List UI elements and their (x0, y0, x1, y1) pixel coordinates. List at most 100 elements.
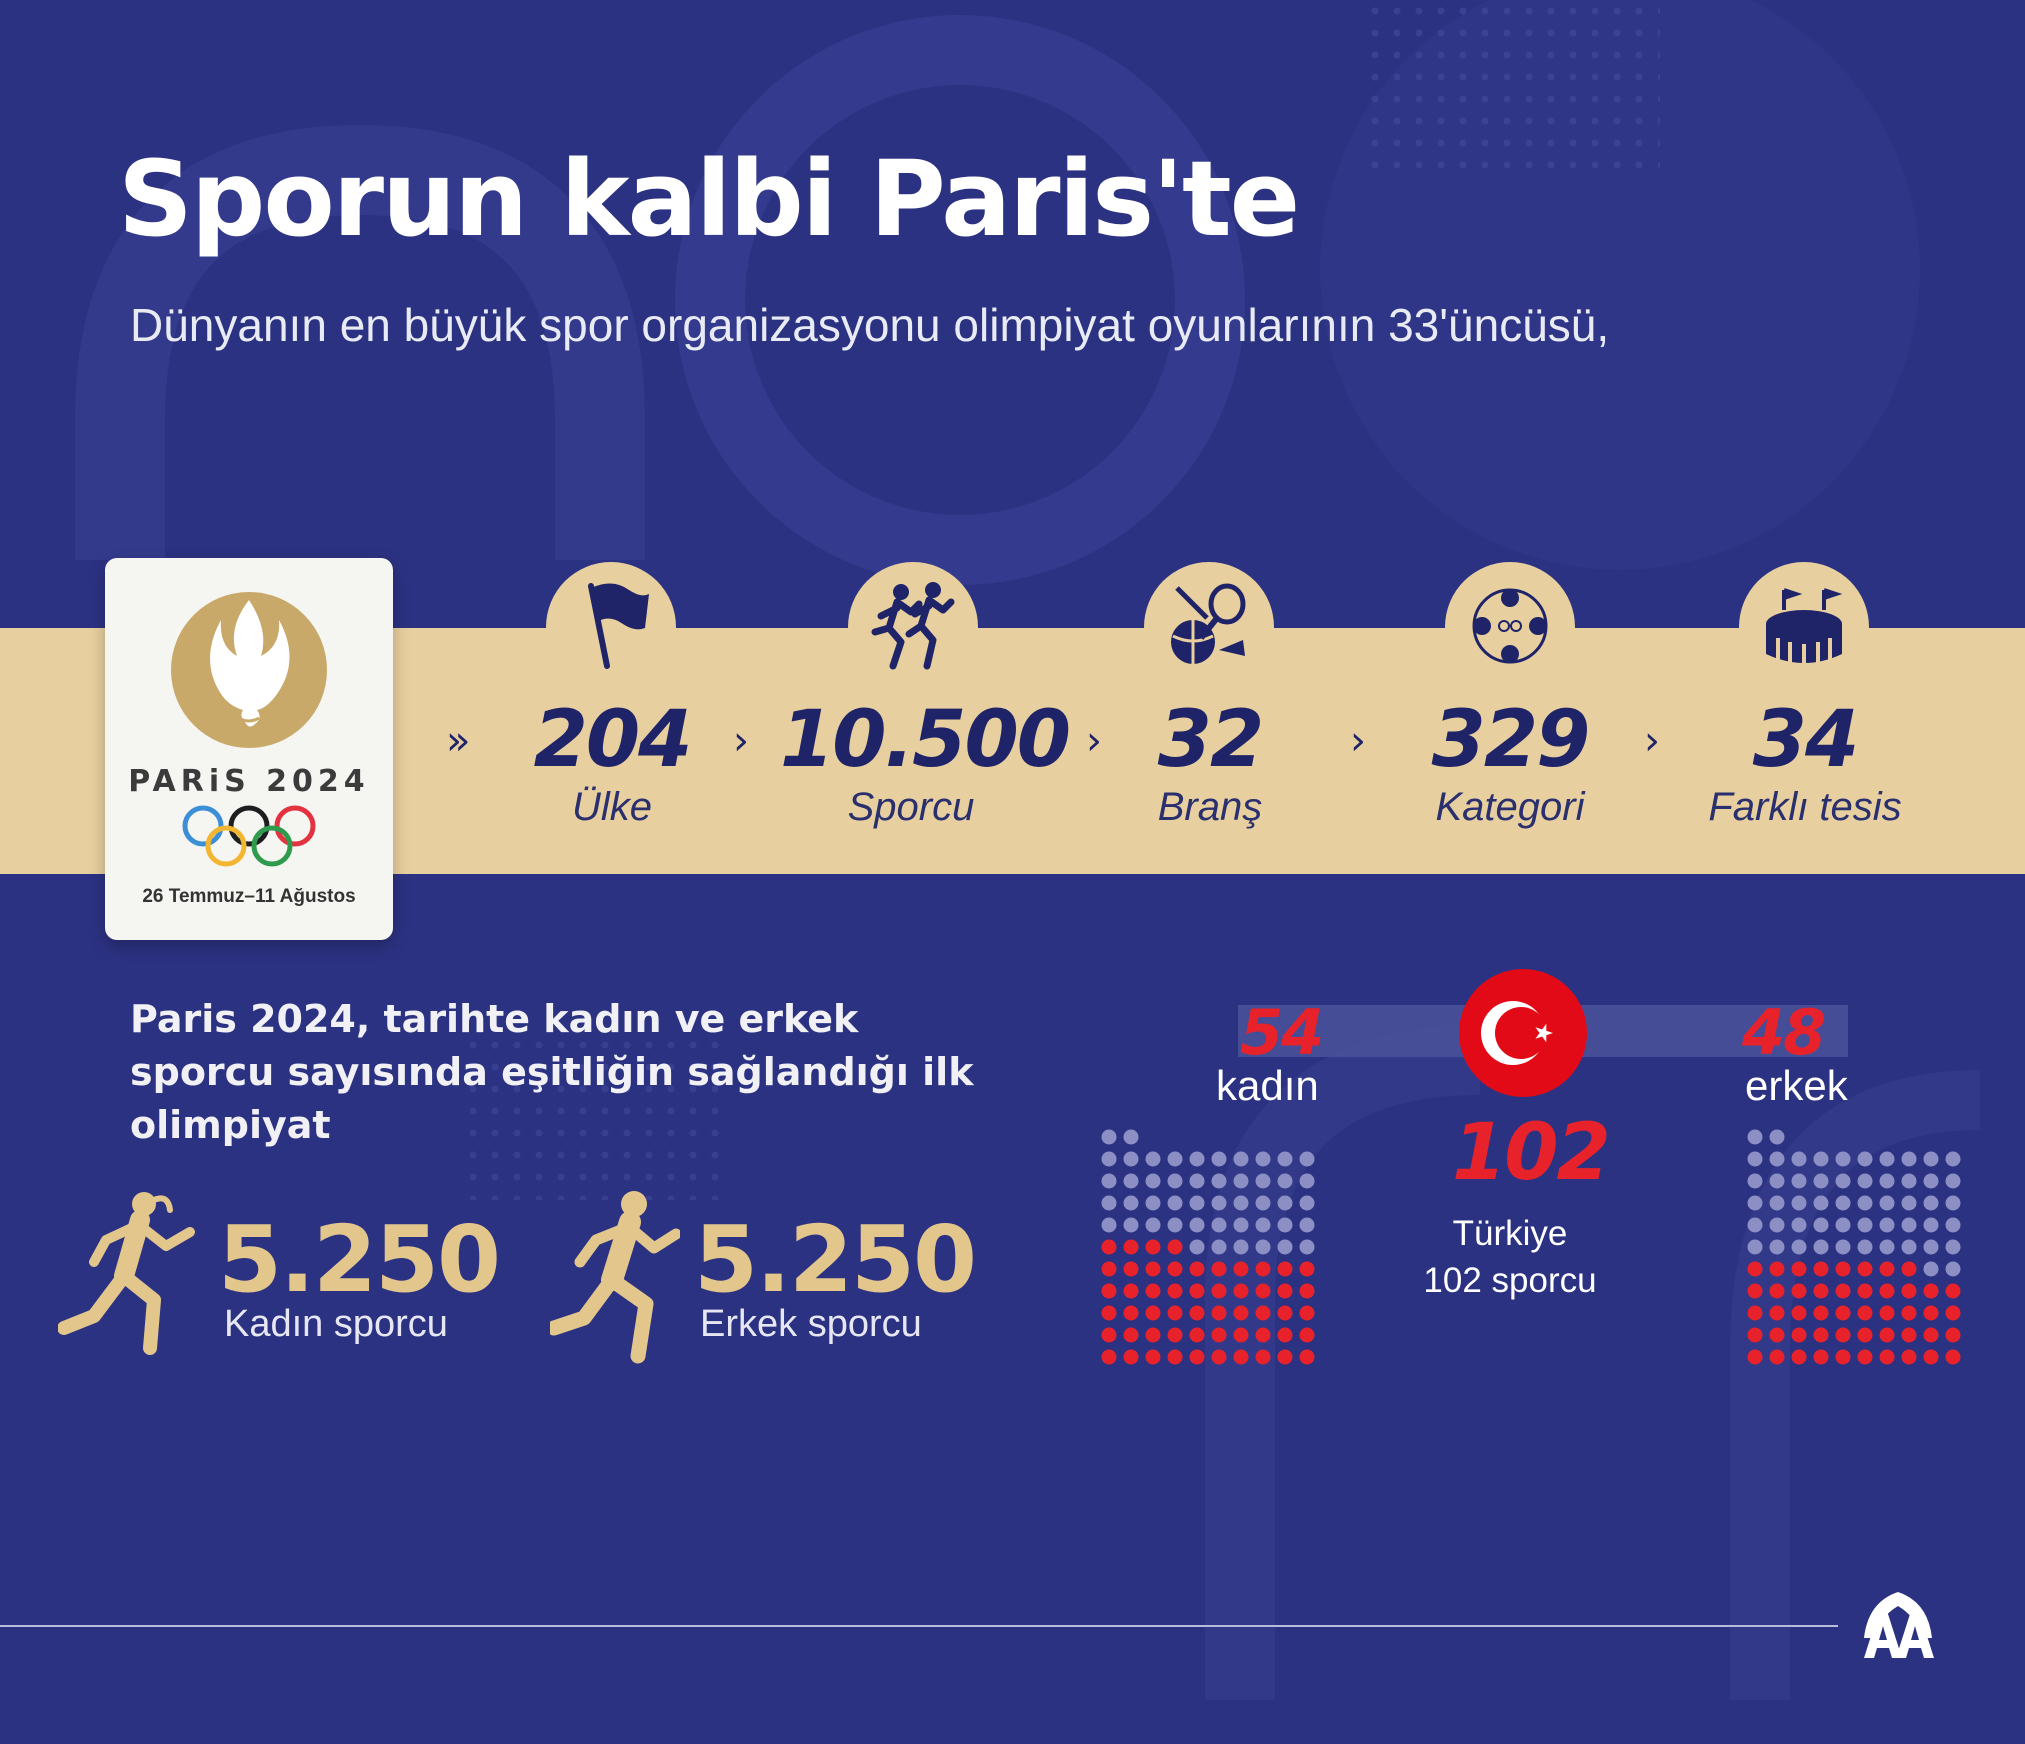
athlete-dot-filled (1791, 1349, 1807, 1365)
athlete-dot-empty (1879, 1151, 1895, 1167)
stat-value: 10.500 (780, 695, 1071, 785)
athlete-dot-empty (1857, 1239, 1873, 1255)
athlete-dot-empty (1923, 1195, 1939, 1211)
athlete-dot-filled (1901, 1283, 1917, 1299)
athlete-dot-empty (1123, 1129, 1139, 1145)
athlete-dot-filled (1857, 1327, 1873, 1343)
athlete-dot-filled (1901, 1305, 1917, 1321)
athlete-dot-empty (1813, 1239, 1829, 1255)
athlete-dot-empty (1255, 1151, 1271, 1167)
equality-statement: Paris 2024, tarihte kadın ve erkek sporc… (130, 997, 974, 1147)
athlete-dot-empty (1123, 1173, 1139, 1189)
athlete-dot-empty (1879, 1217, 1895, 1233)
athlete-dot-empty (1101, 1151, 1117, 1167)
athlete-dot-filled (1189, 1283, 1205, 1299)
athlete-dot-filled (1835, 1283, 1851, 1299)
athlete-dot-empty (1901, 1195, 1917, 1211)
stat-value: 34 (1752, 695, 1860, 785)
athlete-dot-empty (1923, 1173, 1939, 1189)
stat-venues: 34 Farklı tesis (1690, 696, 1920, 830)
athlete-dot-filled (1233, 1327, 1249, 1343)
athlete-dot-empty (1791, 1239, 1807, 1255)
athlete-dot-empty (1747, 1217, 1763, 1233)
athlete-dot-empty (1923, 1261, 1939, 1277)
athlete-dot-empty (1879, 1239, 1895, 1255)
athlete-dot-empty (1101, 1173, 1117, 1189)
athlete-dot-empty (1145, 1151, 1161, 1167)
athlete-dot-empty (1167, 1195, 1183, 1211)
athlete-dot-filled (1879, 1261, 1895, 1277)
athlete-dot-empty (1277, 1239, 1293, 1255)
athlete-dot-filled (1101, 1239, 1117, 1255)
athlete-dot-filled (1857, 1305, 1873, 1321)
athlete-dot-empty (1167, 1173, 1183, 1189)
athlete-dot-filled (1123, 1283, 1139, 1299)
athlete-dot-empty (1835, 1151, 1851, 1167)
athlete-dot-empty (1791, 1151, 1807, 1167)
athlete-dot-empty (1211, 1217, 1227, 1233)
athlete-dot-filled (1277, 1349, 1293, 1365)
female-runner-icon (58, 1192, 195, 1355)
athlete-dot-filled (1901, 1327, 1917, 1343)
turkiye-women-count: 54 (1240, 996, 1324, 1069)
athlete-dot-filled (1901, 1261, 1917, 1277)
athlete-dot-empty (1857, 1151, 1873, 1167)
stat-value: 204 (533, 695, 693, 785)
stat-label: Farklı tesis (1708, 785, 1902, 829)
athlete-dot-empty (1211, 1151, 1227, 1167)
turkiye-caption-athletes: 102 sporcu (1423, 1261, 1597, 1300)
athlete-dot-empty (1813, 1173, 1829, 1189)
athlete-dot-filled (1769, 1261, 1785, 1277)
turkiye-men-label: erkek (1745, 1062, 1848, 1109)
athlete-dot-empty (1813, 1195, 1829, 1211)
men-athletes-count: 5.250 (694, 1206, 977, 1313)
athlete-dot-filled (1299, 1349, 1315, 1365)
athlete-dot-empty (1901, 1239, 1917, 1255)
footer-divider (0, 1625, 1838, 1627)
flag-icon (588, 583, 649, 669)
athlete-dot-empty (1923, 1151, 1939, 1167)
athlete-dot-empty (1211, 1239, 1227, 1255)
stat-label: Kategori (1435, 785, 1585, 829)
athlete-dot-filled (1813, 1261, 1829, 1277)
stat-icon-circle-athletes (848, 562, 978, 692)
stat-branches: 32 Branş (1130, 696, 1290, 830)
athlete-dot-empty (1255, 1217, 1271, 1233)
athlete-dot-empty (1901, 1151, 1917, 1167)
turkiye-men-dot-grid (1747, 1129, 1961, 1365)
turkiye-caption-country: Türkiye (1452, 1214, 1568, 1253)
athlete-dot-empty (1123, 1151, 1139, 1167)
athlete-dot-empty (1747, 1195, 1763, 1211)
athlete-dot-empty (1277, 1151, 1293, 1167)
athlete-dot-filled (1923, 1305, 1939, 1321)
athlete-dot-filled (1277, 1283, 1293, 1299)
athlete-dot-filled (1769, 1327, 1785, 1343)
athlete-dot-filled (1101, 1283, 1117, 1299)
athlete-dot-empty (1101, 1129, 1117, 1145)
athlete-dot-empty (1879, 1195, 1895, 1211)
athlete-dot-filled (1233, 1283, 1249, 1299)
turkiye-men-count: 48 (1742, 996, 1826, 1069)
athlete-dot-empty (1101, 1217, 1117, 1233)
athlete-dot-filled (1123, 1349, 1139, 1365)
turkiye-women-label: kadın (1216, 1062, 1319, 1109)
athlete-dot-filled (1189, 1327, 1205, 1343)
athlete-dot-empty (1747, 1129, 1763, 1145)
men-athletes-label: Erkek sporcu (700, 1303, 922, 1345)
athlete-dot-filled (1769, 1305, 1785, 1321)
women-athletes-label: Kadın sporcu (224, 1303, 448, 1345)
athlete-dot-filled (1813, 1349, 1829, 1365)
athlete-dot-filled (1879, 1283, 1895, 1299)
sports-equipment-icon (1171, 583, 1246, 664)
stat-label: Branş (1157, 785, 1263, 829)
athlete-dot-empty (1211, 1173, 1227, 1189)
stat-icon-circle-categories (1445, 562, 1575, 692)
athlete-dot-empty (1857, 1217, 1873, 1233)
stat-label: Ülke (571, 785, 653, 829)
athlete-dot-filled (1211, 1349, 1227, 1365)
athlete-dot-empty (1945, 1151, 1961, 1167)
athlete-dot-filled (1255, 1261, 1271, 1277)
male-runner-icon (550, 1191, 680, 1364)
athlete-dot-filled (1835, 1327, 1851, 1343)
athlete-dot-filled (1813, 1283, 1829, 1299)
